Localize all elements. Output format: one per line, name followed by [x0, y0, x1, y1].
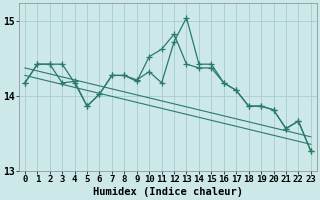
X-axis label: Humidex (Indice chaleur): Humidex (Indice chaleur) — [93, 187, 243, 197]
